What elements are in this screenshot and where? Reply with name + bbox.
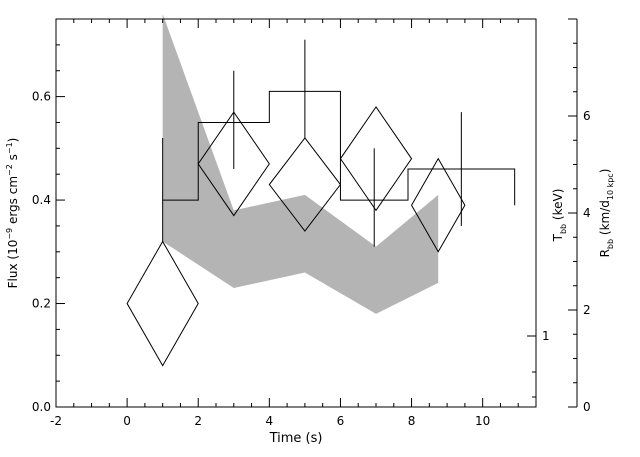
rbb-tick-label: 6 (583, 109, 591, 123)
y-tick-label-left: 0.4 (32, 193, 51, 207)
radius-diamond (268, 137, 342, 232)
x-tick-label: 0 (123, 414, 131, 428)
radius-diamond-layer (126, 106, 466, 367)
flux-step-line (162, 90, 516, 206)
right-axis-ticks: 1 0 2 4 6 (527, 18, 591, 414)
x-axis-label: Time (s) (269, 431, 323, 446)
rbb-tick-label: 2 (583, 303, 591, 317)
radius-diamond (197, 111, 270, 217)
radius-diamond (410, 157, 466, 253)
x-tick-label: 2 (194, 414, 202, 428)
tbb-tick-label: 1 (542, 329, 550, 343)
x-tick-label: 8 (408, 414, 416, 428)
y-axis-label-tbb: Tbb (keV) (551, 189, 568, 243)
x-axis-ticks: -2 0 2 4 6 8 10 (50, 19, 519, 428)
radius-diamond (339, 106, 413, 212)
y-axis-label-flux: Flux (10−9 ergs cm−2 s−1) (5, 138, 20, 289)
x-tick-label: -2 (50, 414, 62, 428)
x-tick-label: 10 (475, 414, 490, 428)
y-tick-label-left: 0.2 (32, 297, 51, 311)
y-tick-label-left: 0.0 (32, 400, 51, 414)
left-axis-ticks: 0.0 0.2 0.4 0.6 (32, 18, 65, 414)
rbb-tick-label: 4 (583, 206, 591, 220)
temperature-band-layer (162, 13, 439, 314)
x-tick-label: 4 (266, 414, 274, 428)
rbb-tick-label: 0 (583, 400, 591, 414)
flux-histogram-layer (162, 39, 516, 247)
x-tick-label: 6 (337, 414, 345, 428)
radius-diamond (126, 240, 199, 367)
temperature-band (162, 13, 439, 314)
y-tick-label-left: 0.6 (32, 90, 51, 104)
y-axis-label-rbb: Rbb (km/d10 kpc) (598, 169, 615, 258)
plot-frame (55, 18, 537, 408)
